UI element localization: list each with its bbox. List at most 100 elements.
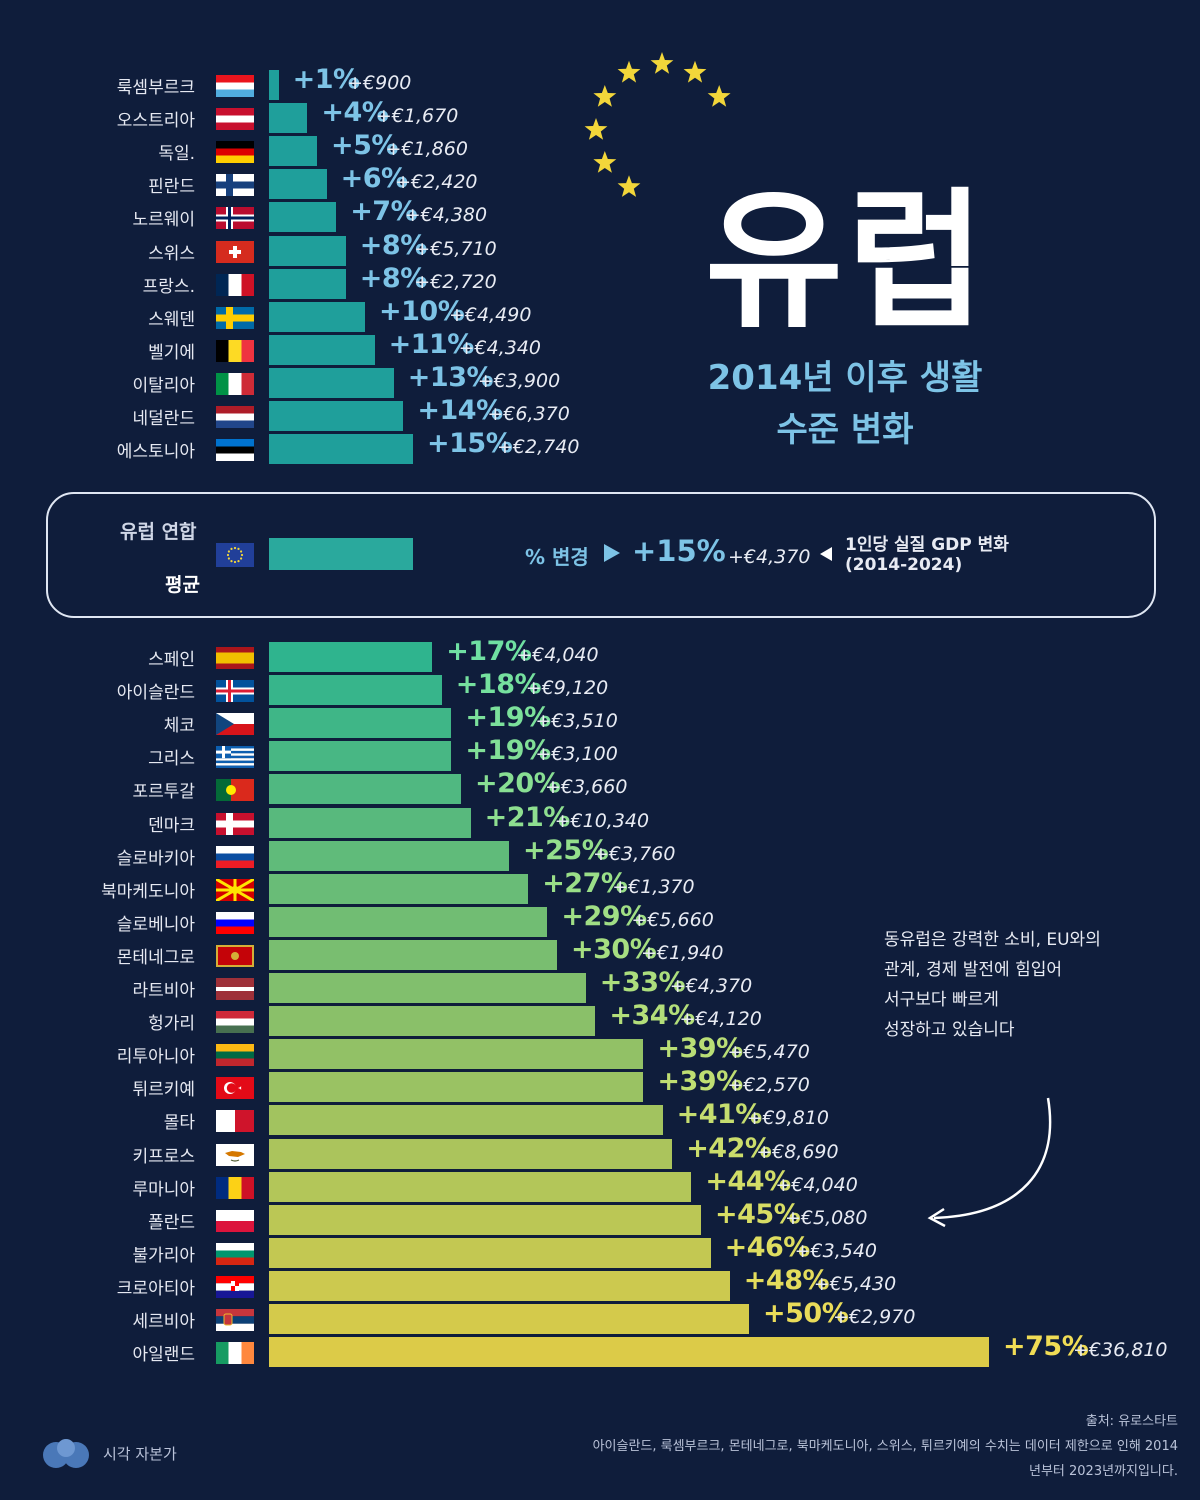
bar: [269, 169, 327, 200]
percent-label: +10%: [379, 295, 465, 327]
bar: [269, 202, 337, 233]
eu-label-top: 유럽 연합: [120, 521, 197, 543]
footer-note-1: 아이슬란드, 룩셈부르크, 몬테네그로, 북마케도니아, 스위스, 튀르키예의 …: [592, 1439, 1178, 1454]
percent-label: +25%: [523, 834, 609, 866]
euro-label: +€4,040: [516, 644, 599, 666]
euro-label: +€3,540: [794, 1239, 877, 1262]
eu-arrow-icon: [604, 544, 620, 562]
country-label: 포르투갈: [132, 782, 195, 803]
euro-label: +€5,710: [414, 237, 497, 260]
percent-label: +50%: [763, 1298, 849, 1329]
belgium-flag-icon: [216, 339, 254, 362]
eu-star-icon: [683, 60, 707, 83]
country-label: 네덜란드: [132, 409, 195, 429]
bar: [269, 642, 433, 672]
country-label: 헝가리: [148, 1014, 195, 1035]
bar: [269, 774, 461, 805]
euro-label: +€1,670: [375, 105, 459, 128]
bar: [269, 268, 346, 299]
euro-label: +€10,340: [554, 809, 650, 832]
euro-label: +€2,720: [414, 270, 497, 293]
percent-label: +15%: [427, 428, 513, 460]
chart-row: 벨기에 +11% +€4,340: [0, 329, 1200, 365]
euro-label: +€4,490: [449, 303, 532, 326]
bar: [269, 401, 404, 431]
percent-label: +27%: [542, 867, 628, 899]
bar: [269, 334, 375, 365]
slovakia-flag-icon: [216, 845, 254, 868]
denmark-flag-icon: [216, 812, 254, 835]
percent-label: +6%: [340, 163, 408, 195]
ireland-flag-icon: [216, 1342, 254, 1365]
chart-row: 폴란드 +45% +€5,080: [0, 1199, 1200, 1235]
czechia-flag-icon: [216, 713, 254, 736]
germany-flag-icon: [216, 141, 254, 164]
euro-label: +€4,340: [458, 336, 541, 359]
percent-label: +39%: [657, 1033, 743, 1065]
bar: [269, 1237, 711, 1268]
percent-label: +41%: [676, 1099, 763, 1131]
eu-note-line-2: (2014-2024): [845, 555, 963, 575]
country-label: 몰타: [163, 1113, 195, 1134]
country-label: 스페인: [148, 650, 195, 670]
percent-label: +7%: [350, 196, 418, 228]
euro-label: +€5,080: [785, 1206, 868, 1229]
portugal-flag-icon: [216, 779, 254, 802]
bar: [269, 807, 471, 838]
percent-label: +33%: [599, 967, 686, 998]
country-label: 슬로바키아: [116, 848, 195, 869]
subtitle-line-1: 2014년 이후 생활: [707, 358, 983, 398]
country-label: 라트비아: [132, 981, 195, 1001]
percent-label: +4%: [321, 97, 389, 129]
finland-flag-icon: [216, 174, 254, 197]
country-label: 프랑스.: [142, 276, 195, 297]
eu-change-label: % 변경: [525, 545, 589, 569]
eu-label-bottom: 평균: [165, 574, 200, 596]
percent-label: +30%: [571, 933, 657, 965]
chart-row: 슬로바키아 +25% +€3,760: [0, 835, 1200, 871]
eu-star-icon: [617, 60, 641, 83]
country-label: 슬로베니아: [116, 914, 195, 935]
sweden-flag-icon: [216, 306, 254, 329]
chart-row: 룩셈부르크 +1% +€900: [0, 64, 1200, 100]
euro-label: +€4,370: [669, 975, 753, 997]
romania-flag-icon: [216, 1176, 254, 1199]
percent-label: +14%: [417, 395, 503, 426]
annotation-line-4: 성장하고 있습니다: [884, 1020, 1015, 1040]
eu-average-eur: +€4,370: [728, 546, 811, 568]
country-label: 체코: [163, 716, 195, 737]
bar: [269, 1304, 749, 1334]
percent-label: +19%: [465, 702, 551, 734]
page-title: 유럽: [705, 175, 990, 349]
chart-row: 아일랜드 +75% +€36,810: [0, 1331, 1200, 1368]
annotation-line-1: 동유럽은 강력한 소비, EU와의: [884, 930, 1101, 950]
chart-row: 독일. +5% +€1,860: [0, 130, 1200, 167]
chart-row: 세르비아 +50% +€2,970: [0, 1298, 1200, 1334]
chart-row: 포르투갈 +20% +€3,660: [0, 768, 1200, 805]
bar: [269, 70, 279, 100]
percent-label: +1%: [292, 64, 360, 95]
chart-row: 네덜란드 +14% +€6,370: [0, 395, 1200, 431]
eu-star-icon: [593, 85, 617, 107]
euro-label: +€1,940: [641, 941, 724, 964]
chart-row: 스페인 +17% +€4,040: [0, 636, 1200, 672]
cyprus-flag-icon: [216, 1143, 254, 1166]
country-label: 아이슬란드: [116, 683, 195, 704]
bar: [269, 939, 557, 970]
chart-row: 크로아티아 +48% +€5,430: [0, 1265, 1200, 1301]
eu-average-pct: +15%: [632, 534, 726, 568]
euro-label: +€3,900: [477, 369, 561, 392]
country-label: 아일랜드: [132, 1345, 195, 1366]
euro-label: +€9,120: [525, 677, 609, 700]
chart-row: 핀란드 +6% +€2,420: [0, 163, 1200, 200]
country-label: 리투아니아: [116, 1047, 195, 1068]
percent-label: +44%: [705, 1165, 791, 1197]
bar: [269, 301, 365, 332]
euro-label: +€1,370: [612, 875, 695, 898]
iceland-flag-icon: [216, 680, 254, 703]
greece-flag-icon: [216, 746, 254, 769]
euro-label: +€5,470: [727, 1041, 810, 1064]
percent-label: +11%: [388, 328, 475, 360]
percent-label: +21%: [484, 801, 571, 833]
bar: [269, 741, 452, 772]
